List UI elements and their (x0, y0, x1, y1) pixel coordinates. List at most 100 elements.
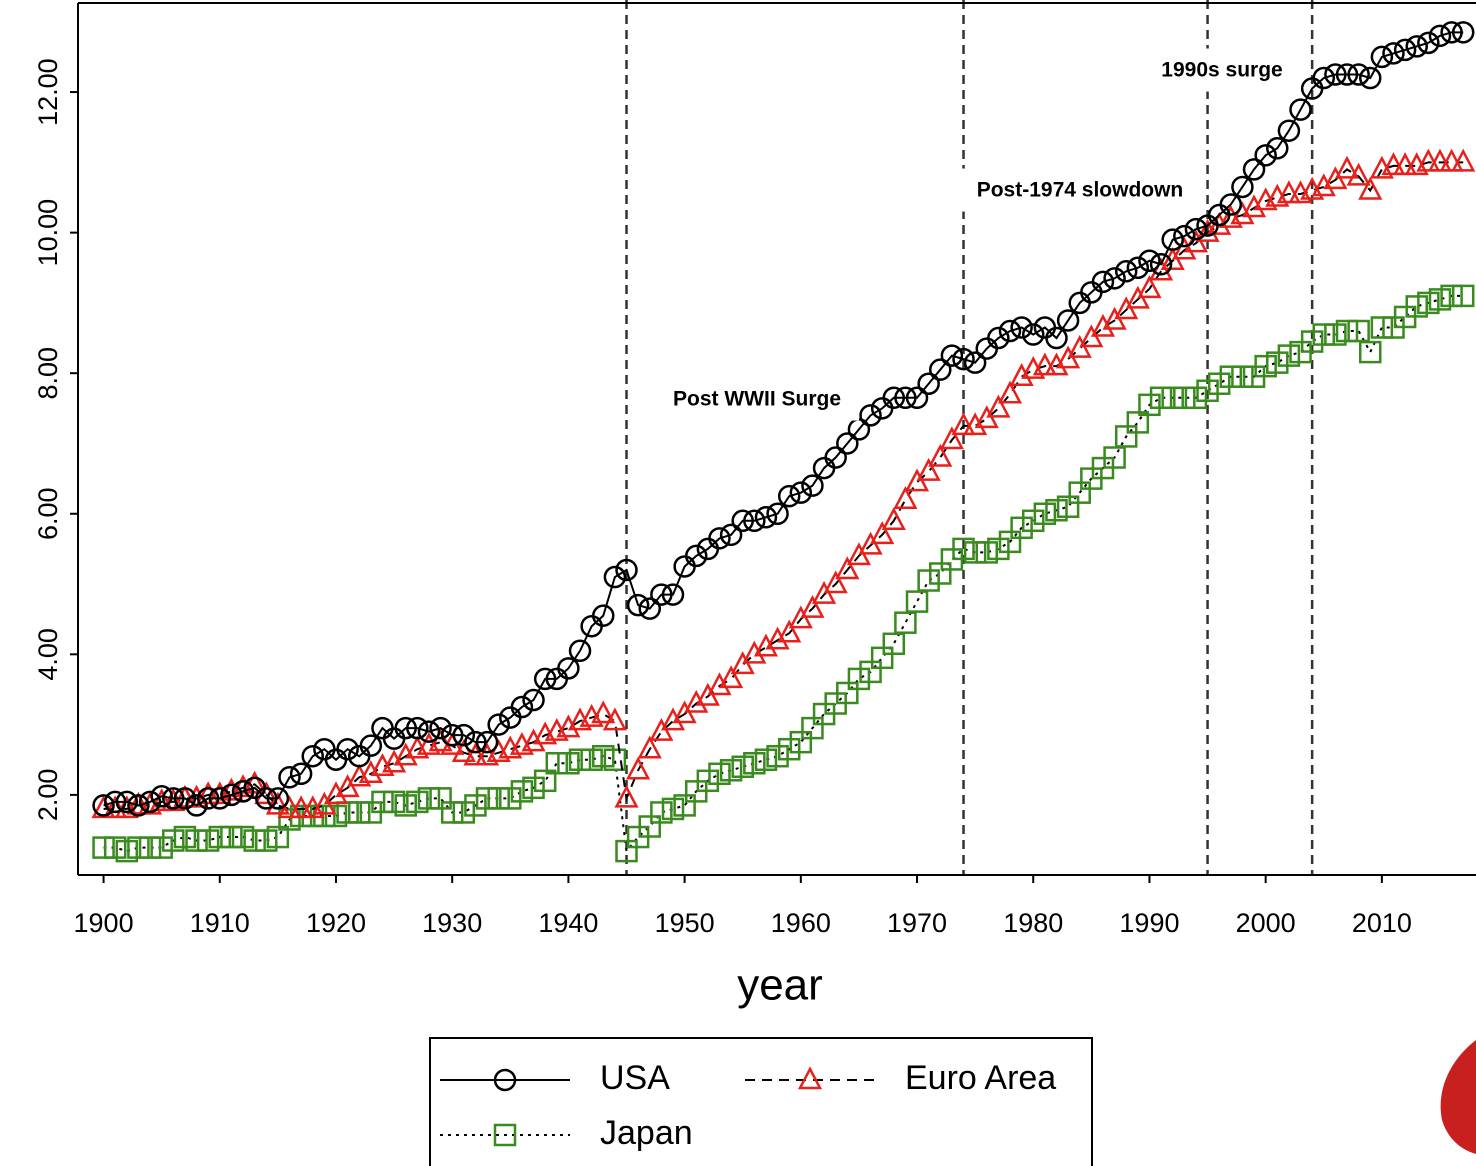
marker (127, 794, 150, 817)
x-tick-label: 1940 (538, 908, 598, 938)
y-tick-label: 2.00 (33, 769, 63, 822)
marker (626, 756, 651, 780)
marker (1161, 228, 1184, 251)
annotation: 1990s surge (1161, 59, 1282, 82)
marker (742, 640, 767, 664)
marker (417, 720, 441, 743)
marker (533, 667, 557, 691)
x-tick-label: 1980 (1003, 908, 1063, 938)
x-tick-label: 1960 (771, 908, 831, 938)
annotation-box (958, 168, 1202, 212)
marker (220, 825, 243, 849)
marker (1207, 372, 1231, 395)
marker (382, 749, 407, 773)
marker (859, 404, 882, 427)
marker (836, 432, 859, 455)
marker (800, 594, 825, 618)
marker (1358, 340, 1382, 364)
marker (103, 795, 128, 819)
marker (882, 632, 906, 656)
marker (673, 794, 696, 817)
marker (475, 730, 499, 754)
marker (1044, 352, 1069, 376)
marker (650, 801, 673, 824)
marker (1334, 155, 1360, 179)
marker (952, 537, 975, 561)
marker (743, 509, 766, 533)
marker (743, 752, 766, 775)
y-tick-label: 12.00 (33, 58, 63, 126)
marker (766, 744, 789, 768)
marker (1103, 446, 1126, 469)
marker (1196, 379, 1219, 403)
marker (406, 790, 429, 814)
marker (1219, 365, 1243, 388)
marker (1010, 516, 1033, 540)
marker (1439, 148, 1464, 172)
marker (1335, 319, 1359, 343)
marker (255, 787, 278, 810)
annotation: Post-1974 slowdown (977, 179, 1184, 202)
marker (916, 457, 941, 481)
legend-marker (797, 1066, 823, 1090)
marker (1149, 253, 1173, 276)
marker (568, 639, 592, 663)
marker (1161, 386, 1184, 410)
marker (638, 815, 662, 838)
marker (394, 716, 417, 740)
y-tick-label: 4.00 (33, 628, 63, 681)
marker (963, 351, 987, 374)
marker (626, 593, 650, 617)
marker (1114, 260, 1138, 283)
marker (382, 790, 406, 814)
marker (766, 502, 789, 526)
marker (440, 801, 464, 824)
marker (998, 319, 1022, 343)
marker (173, 825, 197, 849)
marker (91, 795, 116, 819)
marker (836, 681, 859, 705)
marker (301, 744, 324, 768)
marker (487, 713, 510, 736)
marker (660, 707, 686, 731)
marker (1241, 194, 1267, 218)
marker (1416, 148, 1441, 172)
marker (951, 412, 976, 436)
marker (1324, 323, 1347, 346)
legend-box (429, 1037, 1093, 1166)
marker (929, 562, 952, 585)
marker (1358, 66, 1382, 90)
marker (1126, 256, 1150, 280)
marker (185, 794, 208, 817)
x-tick-label: 1970 (887, 908, 947, 938)
marker (173, 787, 197, 810)
marker (1451, 284, 1475, 308)
y-tick-label: 8.00 (33, 347, 63, 400)
marker (289, 795, 314, 819)
marker (777, 484, 801, 508)
marker (440, 723, 464, 747)
marker (731, 509, 754, 533)
series-line (103, 294, 1464, 854)
marker (452, 801, 476, 824)
marker (592, 604, 615, 627)
marker (998, 530, 1022, 554)
marker (1242, 158, 1266, 181)
marker (359, 734, 383, 757)
marker (1254, 144, 1277, 167)
marker (963, 412, 988, 436)
marker (545, 752, 569, 775)
marker (719, 523, 743, 547)
marker (1417, 291, 1440, 315)
x-tick-label: 1950 (655, 908, 715, 938)
marker (452, 723, 476, 747)
marker (266, 787, 290, 810)
marker (1231, 365, 1254, 388)
marker (1091, 270, 1115, 294)
marker (1056, 495, 1080, 518)
x-tick-label: 1900 (74, 908, 134, 938)
marker (1045, 498, 1068, 522)
legend-label: Japan (600, 1114, 693, 1152)
marker (905, 386, 929, 410)
marker (905, 590, 929, 613)
